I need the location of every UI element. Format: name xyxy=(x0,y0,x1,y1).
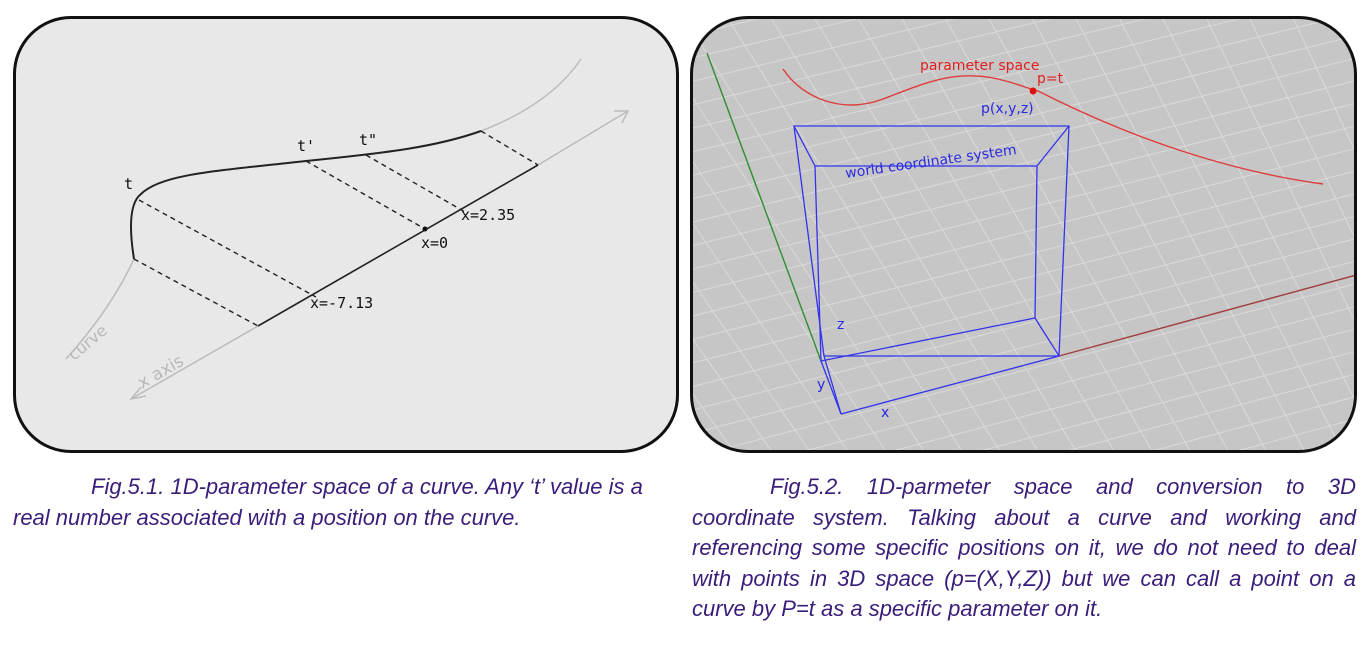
label-pxyz: p(x,y,z) xyxy=(981,101,1034,117)
origin-point xyxy=(422,226,428,232)
label-t: t xyxy=(124,175,133,193)
label-x-axis: x axis xyxy=(135,351,188,393)
label-x: x xyxy=(881,405,889,421)
label-y: y xyxy=(817,377,825,393)
x-axis-arrow-right xyxy=(614,110,630,124)
figure-5-1: t t' t" x=2.35 x=0 x=-7.13 curve x axis xyxy=(13,16,679,453)
label-x-pos: x=2.35 xyxy=(461,206,515,224)
caption-fig-5-2: Fig.5.2. 1D-parmeter space and conversio… xyxy=(692,472,1356,625)
ground-grid xyxy=(693,19,1354,450)
parameter-curve xyxy=(782,68,1324,185)
figure-5-2: parameter space p=t p(x,y,z) world coord… xyxy=(690,16,1357,453)
caption-fig-5-1: Fig.5.1. 1D-parameter space of a curve. … xyxy=(13,472,673,533)
caption-fig-5-1-text: Fig.5.1. 1D-parameter space of a curve. … xyxy=(13,474,643,530)
x-axis-gray-right xyxy=(537,110,629,166)
label-world: world coordinate system xyxy=(844,142,1017,182)
world-coordinate-box xyxy=(793,125,1070,415)
point-p xyxy=(1029,87,1037,95)
red-axis xyxy=(1058,274,1354,357)
projection-lines xyxy=(133,130,539,327)
label-z: z xyxy=(837,317,844,333)
label-parameter-space: parameter space xyxy=(920,58,1039,74)
label-curve: curve xyxy=(64,321,111,364)
figure-5-1-drawing: t t' t" x=2.35 x=0 x=-7.13 curve x axis xyxy=(64,58,630,401)
x-axis-black xyxy=(257,164,539,327)
label-x-zero: x=0 xyxy=(421,234,448,252)
curve-gray-tail xyxy=(65,258,135,360)
curve-black xyxy=(129,130,482,260)
x-axis-gray-left xyxy=(130,325,259,400)
label-t-prime: t' xyxy=(297,137,315,155)
caption-fig-5-2-text: Fig.5.2. 1D-parmeter space and conversio… xyxy=(692,474,1356,621)
label-t-double-prime: t" xyxy=(359,131,377,149)
curve-gray-head xyxy=(480,58,582,132)
figure-5-2-drawing: parameter space p=t p(x,y,z) world coord… xyxy=(693,19,1354,450)
label-p-eq-t: p=t xyxy=(1037,71,1064,87)
x-axis-arrow-left xyxy=(129,386,147,401)
green-axis xyxy=(706,52,822,362)
label-x-neg: x=-7.13 xyxy=(310,294,373,312)
